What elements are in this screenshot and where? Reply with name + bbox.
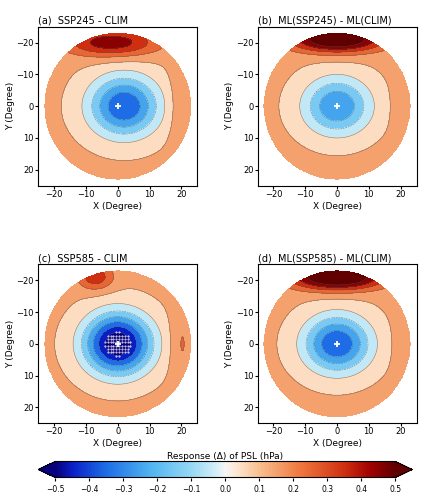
Text: (c)  SSP585 - CLIM: (c) SSP585 - CLIM — [38, 254, 128, 264]
X-axis label: Response (Δ) of PSL (hPa): Response (Δ) of PSL (hPa) — [167, 452, 283, 460]
X-axis label: X (Degree): X (Degree) — [312, 440, 362, 448]
Y-axis label: Y (Degree): Y (Degree) — [226, 320, 235, 368]
Text: (b)  ML(SSP245) - ML(CLIM): (b) ML(SSP245) - ML(CLIM) — [258, 16, 391, 26]
Text: (a)  SSP245 - CLIM: (a) SSP245 - CLIM — [38, 16, 128, 26]
PathPatch shape — [38, 462, 55, 477]
PathPatch shape — [395, 462, 412, 477]
Y-axis label: Y (Degree): Y (Degree) — [6, 320, 15, 368]
X-axis label: X (Degree): X (Degree) — [312, 202, 362, 210]
Text: (d)  ML(SSP585) - ML(CLIM): (d) ML(SSP585) - ML(CLIM) — [258, 254, 391, 264]
Y-axis label: Y (Degree): Y (Degree) — [226, 82, 235, 130]
X-axis label: X (Degree): X (Degree) — [93, 202, 142, 210]
X-axis label: X (Degree): X (Degree) — [93, 440, 142, 448]
Y-axis label: Y (Degree): Y (Degree) — [6, 82, 15, 130]
